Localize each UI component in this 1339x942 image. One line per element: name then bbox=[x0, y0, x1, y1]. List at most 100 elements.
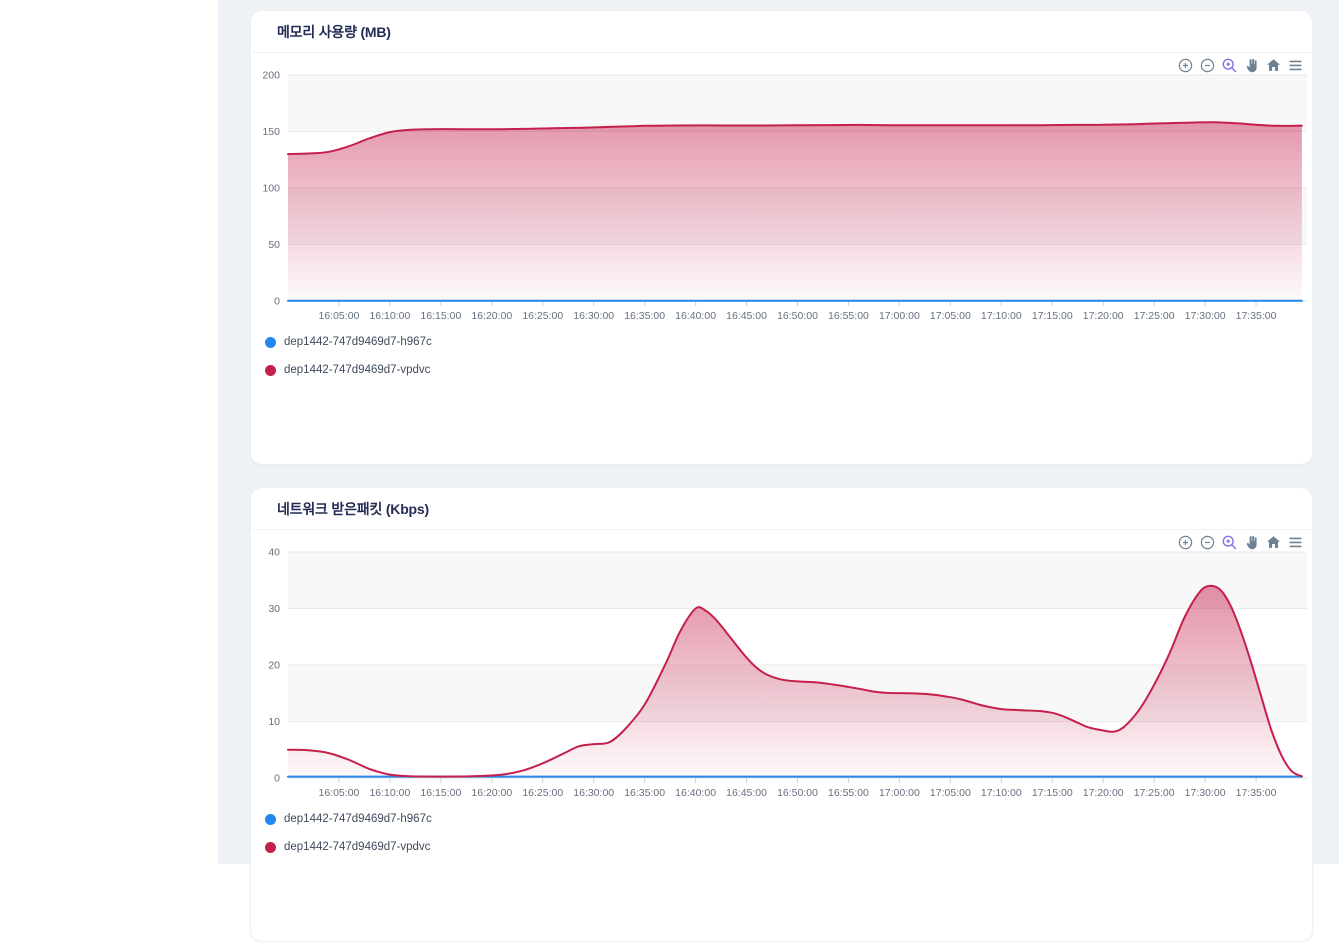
x-axis-label: 16:55:00 bbox=[828, 310, 869, 322]
y-axis-label: 0 bbox=[274, 773, 280, 785]
zoom-out-icon bbox=[1200, 58, 1215, 73]
pan-icon bbox=[1246, 535, 1257, 550]
card-header: 메모리 사용량 (MB) bbox=[251, 11, 1312, 53]
x-axis-label: 16:40:00 bbox=[675, 310, 716, 322]
y-axis-label: 20 bbox=[268, 660, 280, 672]
menu-button[interactable] bbox=[1286, 57, 1305, 74]
x-axis-label: 16:10:00 bbox=[369, 310, 410, 322]
x-axis-label: 16:40:00 bbox=[675, 787, 716, 799]
x-axis-label: 16:05:00 bbox=[319, 787, 360, 799]
selection-zoom-icon bbox=[1222, 58, 1237, 73]
network-packets-card: 네트워크 받은패킷 (Kbps) 0 10 20 30 40 16:05:00 16:10:… bbox=[250, 487, 1313, 942]
x-axis-label: 16:45:00 bbox=[726, 787, 767, 799]
menu-button[interactable] bbox=[1286, 534, 1305, 551]
series-line bbox=[287, 121, 1303, 156]
series-area-fill bbox=[288, 122, 1302, 301]
zoom-out-icon bbox=[1200, 535, 1215, 550]
x-axis-label: 16:05:00 bbox=[319, 310, 360, 322]
grid-row-band bbox=[288, 75, 1307, 132]
x-axis-label: 16:35:00 bbox=[624, 310, 665, 322]
y-axis-label: 100 bbox=[262, 183, 280, 195]
zoom-in-button[interactable] bbox=[1176, 534, 1195, 551]
x-axis-label: 17:30:00 bbox=[1185, 787, 1226, 799]
selection-zoom-button[interactable] bbox=[1220, 57, 1239, 74]
home-icon bbox=[1267, 59, 1280, 71]
pan-button[interactable] bbox=[1242, 57, 1261, 74]
x-axis-label: 17:25:00 bbox=[1134, 310, 1175, 322]
x-axis-label: 16:45:00 bbox=[726, 310, 767, 322]
y-axis-label: 10 bbox=[268, 716, 280, 728]
zoom-in-icon bbox=[1178, 535, 1193, 550]
x-axis-label: 17:00:00 bbox=[879, 310, 920, 322]
x-axis-label: 17:35:00 bbox=[1236, 787, 1277, 799]
pan-icon bbox=[1246, 58, 1257, 73]
selection-zoom-button[interactable] bbox=[1220, 534, 1239, 551]
legend-label: dep1442-747d9469d7-h967c bbox=[284, 813, 432, 825]
legend-label: dep1442-747d9469d7-h967c bbox=[284, 336, 432, 348]
x-axis-label: 17:05:00 bbox=[930, 310, 971, 322]
chart-legend: dep1442-747d9469d7-h967c dep1442-747d946… bbox=[265, 333, 432, 379]
chart-toolbar bbox=[1176, 534, 1305, 551]
legend-item[interactable]: dep1442-747d9469d7-h967c bbox=[265, 333, 432, 351]
x-axis-label: 16:15:00 bbox=[420, 787, 461, 799]
x-axis-label: 16:30:00 bbox=[573, 310, 614, 322]
zoom-out-button[interactable] bbox=[1198, 534, 1217, 551]
grid-row-band bbox=[288, 608, 1307, 665]
legend-item[interactable]: dep1442-747d9469d7-h967c bbox=[265, 810, 432, 828]
series-line bbox=[287, 584, 1303, 778]
network-packets-chart[interactable]: 0 10 20 30 40 16:05:00 16:10:00 16:15:00 16:20:0… bbox=[251, 546, 1314, 804]
legend-label: dep1442-747d9469d7-vpdvc bbox=[284, 364, 431, 376]
zoom-in-button[interactable] bbox=[1176, 57, 1195, 74]
x-axis-label: 16:25:00 bbox=[522, 310, 563, 322]
x-axis-label: 17:00:00 bbox=[879, 787, 920, 799]
x-axis-label: 17:30:00 bbox=[1185, 310, 1226, 322]
x-axis-label: 16:25:00 bbox=[522, 787, 563, 799]
home-button[interactable] bbox=[1264, 57, 1283, 74]
y-axis-label: 30 bbox=[268, 603, 280, 615]
legend-item[interactable]: dep1442-747d9469d7-vpdvc bbox=[265, 838, 432, 856]
y-axis-label: 200 bbox=[262, 70, 280, 82]
memory-usage-card: 메모리 사용량 (MB) 0 50 100 150 200 16:05:00 16:10:0… bbox=[250, 10, 1313, 465]
x-axis-label: 17:10:00 bbox=[981, 310, 1022, 322]
x-axis-label: 16:10:00 bbox=[369, 787, 410, 799]
x-axis-label: 17:35:00 bbox=[1236, 310, 1277, 322]
x-axis-label: 16:50:00 bbox=[777, 310, 818, 322]
x-axis-label: 17:20:00 bbox=[1083, 310, 1124, 322]
chart-toolbar bbox=[1176, 57, 1305, 74]
x-axis-label: 17:20:00 bbox=[1083, 787, 1124, 799]
selection-zoom-icon bbox=[1222, 535, 1237, 550]
left-panel bbox=[0, 0, 218, 864]
chart-title: 메모리 사용량 (MB) bbox=[277, 23, 391, 40]
menu-icon bbox=[1289, 537, 1302, 548]
x-axis-label: 16:50:00 bbox=[777, 787, 818, 799]
x-axis-label: 16:20:00 bbox=[471, 787, 512, 799]
menu-icon bbox=[1289, 60, 1302, 71]
zoom-out-button[interactable] bbox=[1198, 57, 1217, 74]
x-axis-label: 17:05:00 bbox=[930, 787, 971, 799]
home-button[interactable] bbox=[1264, 534, 1283, 551]
x-axis-label: 16:35:00 bbox=[624, 787, 665, 799]
chart-title: 네트워크 받은패킷 (Kbps) bbox=[277, 500, 429, 517]
legend-marker bbox=[265, 364, 276, 376]
legend-marker bbox=[265, 813, 276, 825]
x-axis-label: 16:30:00 bbox=[573, 787, 614, 799]
legend-marker bbox=[265, 336, 276, 348]
y-axis-label: 0 bbox=[274, 296, 280, 308]
legend-item[interactable]: dep1442-747d9469d7-vpdvc bbox=[265, 361, 432, 379]
x-axis-label: 16:55:00 bbox=[828, 787, 869, 799]
x-axis-label: 16:20:00 bbox=[471, 310, 512, 322]
grid-row-band bbox=[288, 552, 1307, 609]
y-axis-label: 40 bbox=[268, 547, 280, 559]
y-axis-label: 150 bbox=[262, 126, 280, 138]
y-axis-label: 50 bbox=[268, 239, 280, 251]
zoom-in-icon bbox=[1178, 58, 1193, 73]
card-header: 네트워크 받은패킷 (Kbps) bbox=[251, 488, 1312, 530]
home-icon bbox=[1267, 536, 1280, 548]
x-axis-label: 16:15:00 bbox=[420, 310, 461, 322]
memory-usage-chart[interactable]: 0 50 100 150 200 16:05:00 16:10:00 16:15:00 16:2… bbox=[251, 69, 1314, 327]
x-axis-label: 17:25:00 bbox=[1134, 787, 1175, 799]
legend-marker bbox=[265, 841, 276, 853]
pan-button[interactable] bbox=[1242, 534, 1261, 551]
x-axis-label: 17:15:00 bbox=[1032, 787, 1073, 799]
x-axis-label: 17:10:00 bbox=[981, 787, 1022, 799]
